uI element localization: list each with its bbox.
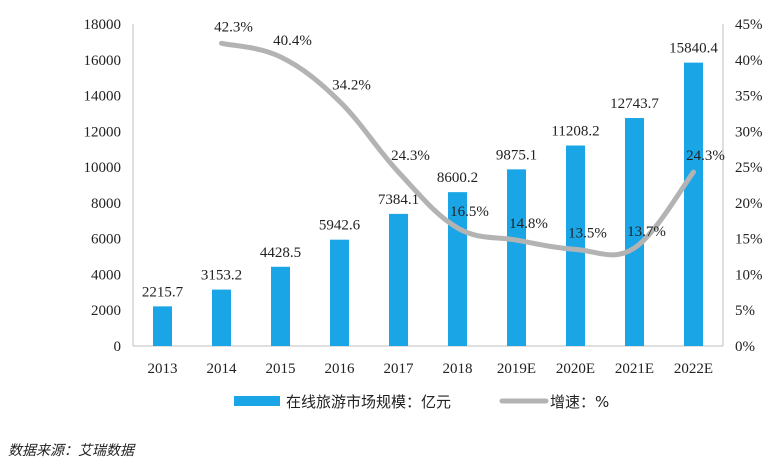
- bar-value-label: 5942.6: [319, 218, 361, 234]
- bar: [153, 306, 172, 346]
- x-tick-label: 2022E: [674, 361, 713, 377]
- axes: 0 2000 4000 6000 8000 10000 12000 14000 16000 180…: [84, 17, 763, 377]
- y-right-tick-label: 45%: [735, 17, 763, 33]
- line-value-label: 13.7%: [627, 224, 666, 240]
- y-left-tick-label: 10000: [84, 160, 122, 176]
- y-left-tick-label: 2000: [91, 303, 121, 319]
- y-right-tick-label: 0%: [735, 339, 755, 355]
- bar-value-label: 12743.7: [610, 96, 659, 112]
- line-value-label: 24.3%: [391, 148, 430, 164]
- data-labels: 2215.7 3153.2 4428.5 5942.6 7384.1 8600.2 9875…: [142, 19, 725, 300]
- bar-value-label: 3153.2: [201, 268, 242, 284]
- bar: [625, 118, 644, 347]
- bar: [212, 289, 231, 346]
- x-tick-label: 2019E: [497, 361, 536, 377]
- y-left-tick-label: 14000: [84, 89, 122, 105]
- bar-series: [153, 62, 703, 347]
- line-value-label: 40.4%: [273, 33, 312, 49]
- y-left-tick-label: 12000: [84, 124, 122, 140]
- y-right-tick-label: 5%: [735, 303, 755, 319]
- legend: 在线旅游市场规模：亿元 增速：%: [234, 393, 609, 411]
- y-right-tick-label: 30%: [735, 124, 763, 140]
- y-right-tick-label: 15%: [735, 232, 763, 248]
- x-tick-label: 2017: [384, 361, 415, 377]
- y-right-tick-label: 10%: [735, 267, 763, 283]
- y-left-tick-label: 0: [114, 339, 122, 355]
- y-left-tick-label: 16000: [84, 53, 122, 69]
- line-value-label: 13.5%: [568, 225, 607, 241]
- bar-value-label: 11208.2: [551, 123, 599, 139]
- line-value-label: 24.3%: [686, 148, 725, 164]
- bar-value-label: 7384.1: [378, 192, 419, 208]
- x-tick-label: 2018: [443, 361, 473, 377]
- bar: [507, 169, 526, 346]
- bar: [684, 62, 703, 346]
- y-right-tick-label: 35%: [735, 89, 763, 105]
- legend-label-bar: 在线旅游市场规模：亿元: [286, 393, 451, 411]
- y-right-tick-label: 25%: [735, 160, 763, 176]
- x-tick-label: 2013: [148, 361, 178, 377]
- y-right-tick-label: 20%: [735, 196, 763, 212]
- bar-value-label: 8600.2: [437, 170, 478, 186]
- x-tick-label: 2020E: [556, 361, 595, 377]
- y-left-tick-label: 6000: [91, 232, 121, 248]
- y-left-tick-label: 18000: [84, 17, 122, 33]
- y-right-tick-label: 40%: [735, 53, 763, 69]
- y-left-tick-label: 4000: [91, 267, 121, 283]
- y-left-tick-label: 8000: [91, 196, 121, 212]
- legend-label-line: 增速：%: [550, 393, 609, 411]
- bar: [330, 239, 349, 346]
- source-note: 数据来源：艾瑞数据: [8, 443, 134, 459]
- line-value-label: 34.2%: [332, 77, 371, 93]
- line-value-label: 16.5%: [450, 204, 489, 220]
- x-tick-label: 2016: [325, 361, 356, 377]
- bar-value-label: 9875.1: [496, 147, 537, 163]
- line-value-label: 14.8%: [509, 216, 548, 232]
- x-tick-label: 2015: [266, 361, 296, 377]
- legend-swatch-bar: [234, 396, 280, 406]
- bar-value-label: 15840.4: [669, 41, 718, 57]
- bar-value-label: 4428.5: [260, 245, 301, 261]
- line-series: [219, 40, 696, 258]
- line-value-label: 42.3%: [214, 19, 253, 35]
- x-tick-label: 2021E: [615, 361, 654, 377]
- bar: [389, 213, 408, 346]
- growth-line: [219, 40, 696, 258]
- bar: [271, 266, 290, 346]
- x-tick-label: 2014: [207, 361, 238, 377]
- bar-value-label: 2215.7: [142, 284, 184, 300]
- bar: [566, 145, 585, 346]
